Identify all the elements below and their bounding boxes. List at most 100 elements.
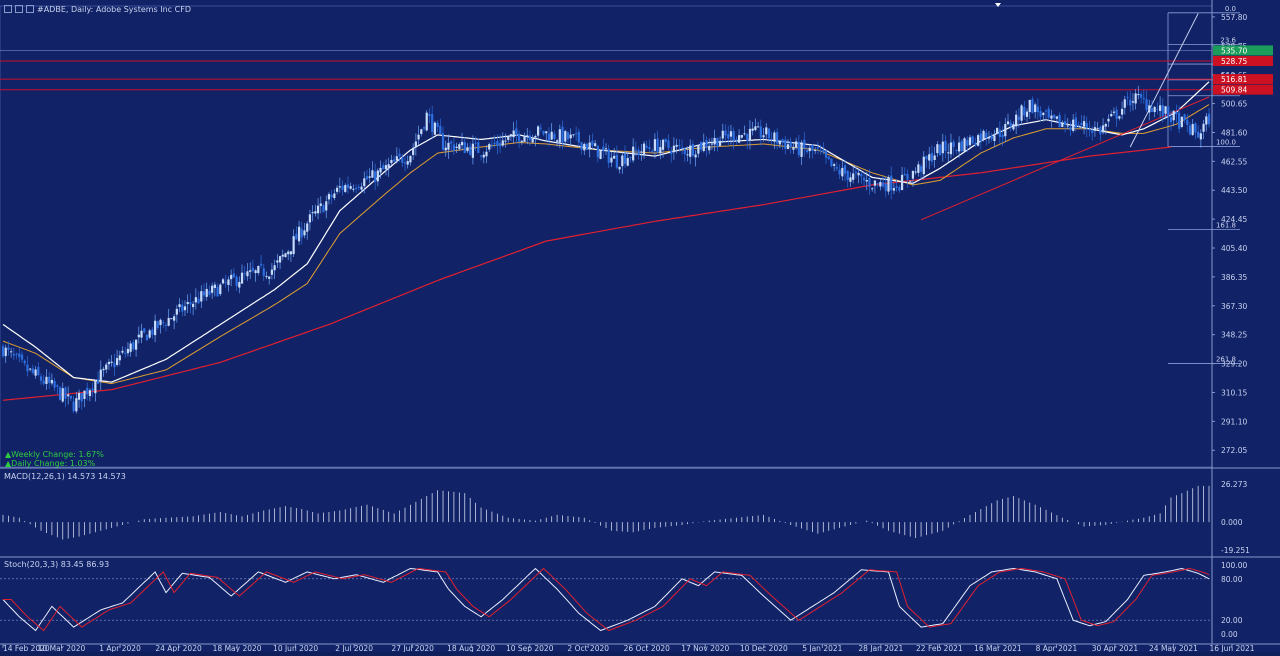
candle-body (254, 270, 257, 274)
candle-body (710, 143, 714, 145)
candle-body (1017, 116, 1020, 120)
candle-body (417, 134, 420, 140)
candle-body (91, 388, 94, 391)
candle-body (1096, 127, 1099, 129)
candle-body (1180, 116, 1183, 127)
candle-body (803, 139, 806, 149)
level-tag-3-bg (1213, 84, 1273, 95)
candle-body (355, 187, 358, 189)
candle-body (175, 308, 178, 315)
candle-body (488, 144, 491, 150)
candle-body (395, 156, 398, 161)
candle-body (718, 140, 722, 146)
price-tick-label: 386.35 (1221, 273, 1247, 282)
shift-marker-icon (995, 3, 1001, 7)
candle-body (892, 188, 896, 191)
candle-body (759, 126, 762, 138)
candle-body (1012, 124, 1015, 130)
candle-body (349, 186, 352, 189)
candle-body (966, 139, 969, 146)
candle-body (770, 138, 773, 140)
candle-body (501, 140, 504, 146)
candle-body (1126, 96, 1129, 98)
candle-body (1063, 121, 1067, 125)
candle-body (303, 230, 306, 236)
candle-body (721, 130, 724, 139)
candle-body (1156, 108, 1159, 110)
candle-body (148, 330, 151, 338)
candle-body (428, 113, 431, 117)
candle-body (911, 170, 915, 179)
candle-body (53, 380, 56, 388)
candle-body (585, 143, 589, 150)
candle-body (83, 390, 86, 399)
candle-body (1082, 121, 1086, 127)
candle-body (1197, 131, 1200, 138)
candle-body (335, 187, 339, 192)
candle-body (1145, 99, 1148, 110)
candle-body (645, 145, 648, 148)
candle-body (1175, 112, 1178, 115)
candle-body (955, 149, 958, 151)
candle-body (230, 274, 233, 280)
candle-body (748, 128, 752, 141)
candle-body (121, 350, 124, 353)
candle-body (947, 152, 950, 154)
candle-body (545, 131, 548, 134)
candle-body (48, 376, 51, 383)
candle-body (743, 133, 746, 135)
candle-body (205, 288, 208, 297)
candle-body (985, 132, 988, 138)
candle-body (159, 319, 162, 326)
candle-body (594, 143, 597, 147)
candle-body (422, 127, 426, 129)
candle-body (493, 142, 496, 144)
candle-body (909, 180, 912, 182)
candle-body (814, 150, 817, 152)
price-tick-label: 405.40 (1221, 244, 1247, 253)
candle-body (200, 291, 203, 302)
fib-level-label: 161.8 (1216, 222, 1236, 230)
candle-body (1153, 106, 1156, 113)
candle-body (1066, 125, 1069, 127)
candle-body (1101, 125, 1105, 133)
candle-body (134, 339, 138, 350)
candle-body (765, 127, 768, 135)
price-tick-label: 500.65 (1221, 100, 1247, 109)
candle-body (376, 170, 379, 182)
candle-body (42, 380, 45, 384)
candle-body (713, 137, 716, 145)
candle-body (610, 157, 613, 163)
time-tick-label: 28 Jan 2021 (858, 644, 903, 652)
candle-body (1080, 123, 1083, 126)
candle-body (933, 155, 936, 160)
candle-body (67, 394, 70, 397)
candle-body (1120, 108, 1124, 115)
candle-body (811, 144, 814, 151)
candle-body (1001, 134, 1004, 138)
candle-body (1104, 123, 1107, 127)
candle-body (107, 361, 111, 365)
stoch-tick-label: 0.00 (1221, 630, 1238, 639)
candle-body (1112, 111, 1116, 113)
price-tick-label: 424.45 (1221, 215, 1247, 224)
candle-body (887, 176, 890, 192)
candle-body (615, 154, 618, 168)
candle-body (680, 147, 684, 149)
candle-body (556, 140, 559, 142)
macd-histogram (2, 485, 1210, 540)
candle-body (824, 150, 828, 158)
candle-body (80, 393, 83, 402)
candle-body (308, 214, 312, 223)
stoch-tick-label: 20.00 (1221, 616, 1243, 625)
candle-body (240, 272, 244, 284)
candle-body (746, 133, 749, 141)
price-tick-label: 557.80 (1221, 13, 1247, 22)
candle-body (474, 142, 477, 144)
candle-body (822, 150, 825, 153)
stoch-label: Stoch(20,3,3) 83.45 86.93 (4, 560, 110, 569)
candle-body (852, 173, 855, 180)
candle-body (77, 392, 81, 400)
candle-body (154, 320, 157, 336)
ma-fast-line (2, 81, 1210, 383)
